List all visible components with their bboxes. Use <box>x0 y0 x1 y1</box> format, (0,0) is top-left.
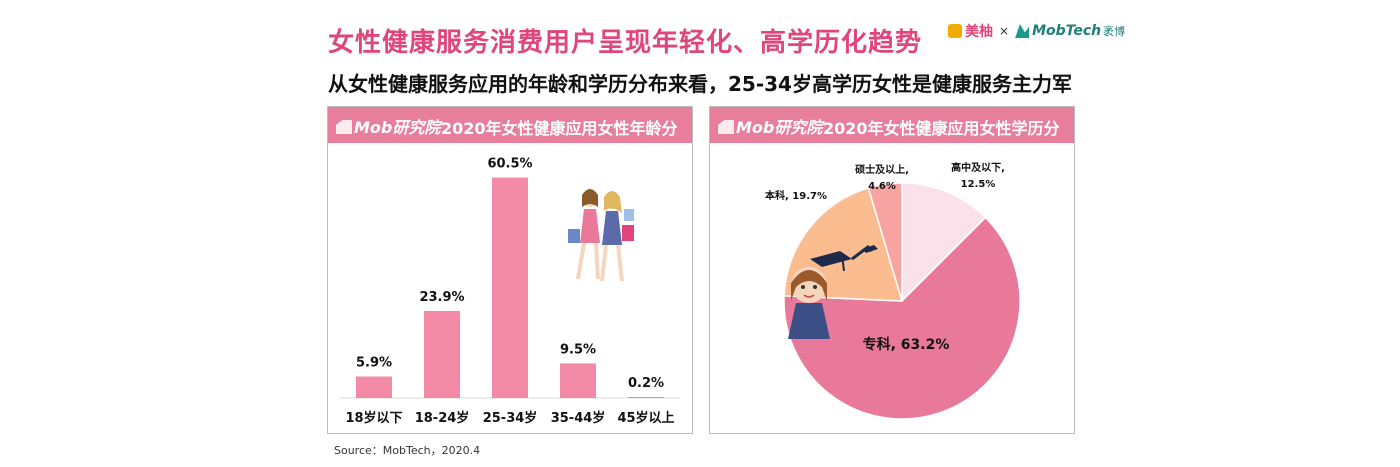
pie-label-3: 硕士及以上, <box>855 163 909 176</box>
mob-logo-icon <box>718 120 734 134</box>
meiyou-brand: 美柚 <box>965 24 993 40</box>
bar-0 <box>356 376 392 398</box>
pie-slice-0 <box>901 182 987 303</box>
pie-slice-1 <box>783 216 1021 420</box>
brand-logos: 美柚 × MobTech 袤博 <box>948 20 1125 42</box>
age-chart-header: Mob研究院 2020年女性健康应用女性年龄分布 <box>328 107 692 162</box>
mob-research-logo-text: Mob研究院 <box>354 118 441 137</box>
mobtech-logo-icon <box>1015 24 1030 38</box>
meiyou-logo-icon <box>948 24 962 38</box>
category-label-2: 25-34岁 <box>483 410 538 426</box>
mob-logo-icon <box>336 120 352 134</box>
category-label-4: 45岁以上 <box>617 410 674 426</box>
bar-value-label-3: 9.5% <box>560 342 596 357</box>
page-subtitle: 从女性健康服务应用的年龄和学历分布来看，25-34岁高学历女性是健康服务主力军 <box>328 72 1072 96</box>
pie-slice-3 <box>867 182 903 302</box>
pie-value-0: 12.5% <box>961 179 996 190</box>
bar-value-label-2: 60.5% <box>487 157 532 172</box>
education-chart-title: 2020年女性健康应用女性学历分布 <box>823 119 1060 162</box>
shopping-women-illustration <box>568 189 634 282</box>
bar-value-label-0: 5.9% <box>356 356 392 371</box>
pie-label-1: 专科, 63.2% <box>863 336 950 353</box>
mobtech-brand: MobTech <box>1032 23 1102 39</box>
bar-value-label-4: 0.2% <box>628 376 664 391</box>
pie-label-2: 本科, 19.7% <box>765 189 827 202</box>
mob-research-logo: Mob研究院 <box>336 114 440 138</box>
category-label-3: 35-44岁 <box>551 410 606 426</box>
mob-research-logo-text: Mob研究院 <box>736 118 823 137</box>
age-chart-title: 2020年女性健康应用女性年龄分布 <box>441 119 678 162</box>
mob-research-logo: Mob研究院 <box>718 114 822 138</box>
education-chart-header: Mob研究院 2020年女性健康应用女性学历分布 <box>710 107 1074 162</box>
age-bar-chart: 5.9% 18岁以下 23.9% 18-24岁 60.5% 25-34岁 9.5% 35-44… <box>340 157 680 426</box>
education-pie-chart: 高中及以下, 12.5% 专科, 63.2% 本科, 19.7% 硕士及以上, 4.6% <box>765 161 1021 420</box>
pie-label-0: 高中及以下, <box>951 161 1005 174</box>
mobtech-brand-cn: 袤博 <box>1103 25 1126 38</box>
brand-times: × <box>999 24 1010 38</box>
bar-3 <box>560 363 596 398</box>
bar-value-label-1: 23.9% <box>419 290 464 305</box>
education-chart-panel: Mob研究院 2020年女性健康应用女性学历分布 高中及以下, 12.5% 专科, … <box>709 106 1075 434</box>
bar-1 <box>424 310 460 398</box>
page-title: 女性健康服务消费用户呈现年轻化、高学历化趋势 <box>328 28 923 58</box>
category-label-1: 18-24岁 <box>415 410 470 426</box>
graduate-girl-illustration <box>788 245 878 339</box>
bar-2 <box>492 177 528 398</box>
pie-value-3: 4.6% <box>868 181 896 192</box>
bar-4 <box>628 397 664 398</box>
category-label-0: 18岁以下 <box>345 410 402 426</box>
source-note: Source：MobTech，2020.4 <box>334 444 481 457</box>
age-chart-panel: Mob研究院 2020年女性健康应用女性年龄分布 5.9% 18岁以下 23.9% 1… <box>327 106 693 434</box>
